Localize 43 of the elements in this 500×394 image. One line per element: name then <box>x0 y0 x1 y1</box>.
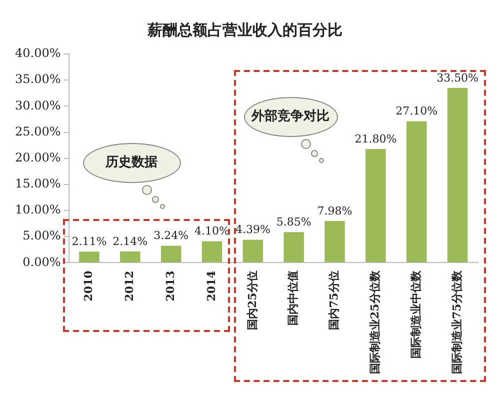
data-label: 3.24% <box>154 229 189 242</box>
x-tick-label: 国际制造业25分位数 <box>368 270 382 374</box>
x-tick-label: 2010 <box>82 270 96 302</box>
data-label: 27.10% <box>396 104 438 118</box>
y-tick-label: 25.00% <box>14 124 61 138</box>
y-tick-label: 5.00% <box>22 228 61 243</box>
data-label: 4.39% <box>235 223 270 236</box>
chart-title: 薪酬总额占营业收入的百分比 <box>146 20 342 39</box>
bar <box>160 246 182 262</box>
data-label: 7.98% <box>317 204 352 218</box>
data-label: 2.11% <box>72 235 107 248</box>
thought-bubble: 历史数据 <box>82 142 209 209</box>
y-tick-label: 15.00% <box>14 176 61 191</box>
bar <box>120 252 140 262</box>
data-label: 33.50% <box>436 71 479 84</box>
bar <box>324 221 345 262</box>
bar <box>202 241 222 262</box>
bar <box>366 148 386 262</box>
y-tick-label: 40.00% <box>14 46 61 60</box>
y-tick-label: 0.00% <box>22 254 61 269</box>
bar <box>242 240 264 262</box>
x-tick-label: 2012 <box>123 270 136 302</box>
annotation: 历史数据 <box>82 142 181 183</box>
bar <box>284 232 304 262</box>
bar <box>406 121 427 262</box>
x-tick-label: 国际制造业中位数 <box>409 270 422 359</box>
bar <box>79 252 100 262</box>
x-tick-label: 2014 <box>204 270 218 302</box>
y-tick-label: 10.00% <box>14 202 61 217</box>
data-label: 2.14% <box>112 234 148 248</box>
bar <box>447 88 468 262</box>
x-tick-label: 2013 <box>164 270 177 302</box>
annotation: 外部竞争对比 <box>244 96 338 137</box>
data-label: 4.10% <box>194 224 230 238</box>
y-tick-label: 30.00% <box>14 98 61 112</box>
x-tick-label: 国际制造业75分位数 <box>450 270 464 374</box>
y-tick-label: 20.00% <box>14 150 61 164</box>
data-label: 21.80% <box>354 132 397 146</box>
x-tick-label: 国内25分位 <box>246 270 259 330</box>
data-label: 5.85% <box>276 216 312 229</box>
x-tick-label: 国内75分位 <box>328 270 341 330</box>
y-tick-label: 35.00% <box>14 72 61 86</box>
x-tick-label: 国内中位值 <box>286 270 300 326</box>
